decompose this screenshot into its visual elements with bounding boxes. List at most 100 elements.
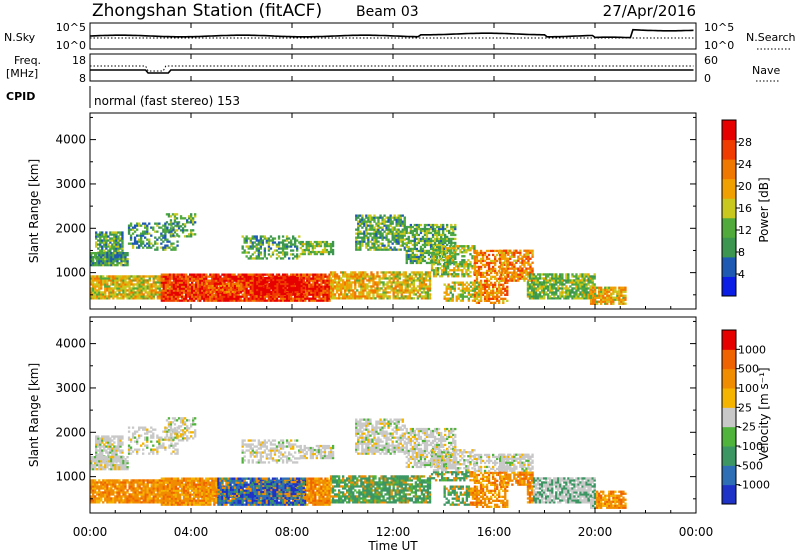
heatmap-cell xyxy=(425,227,429,231)
heatmap-cell xyxy=(427,251,431,255)
heatmap-cell xyxy=(449,269,452,272)
heatmap-cell xyxy=(342,281,345,284)
heatmap-cell xyxy=(92,264,95,267)
heatmap-cell xyxy=(344,287,347,290)
heatmap-cell xyxy=(407,241,410,245)
heatmap-cell xyxy=(365,224,368,227)
heatmap-cell xyxy=(446,243,449,247)
heatmap-cell xyxy=(418,277,422,280)
heatmap-cell xyxy=(397,218,400,221)
heatmap-cell xyxy=(263,247,267,250)
heatmap-cell xyxy=(563,287,566,290)
heatmap-cell xyxy=(178,299,182,302)
heatmap-cell xyxy=(265,283,269,286)
heatmap-cell xyxy=(106,297,109,300)
heatmap-cell xyxy=(213,279,216,282)
heatmap-cell xyxy=(340,277,343,280)
heatmap-cell xyxy=(324,275,327,278)
heatmap-cell xyxy=(130,293,133,296)
heatmap-cell xyxy=(551,273,554,276)
heatmap-cell xyxy=(245,295,248,298)
heatmap-cell xyxy=(399,218,402,221)
heatmap-cell xyxy=(449,287,452,290)
heatmap-cell xyxy=(144,230,147,233)
heatmap-cell xyxy=(509,251,512,254)
heatmap-cell xyxy=(414,275,418,278)
heatmap-cell xyxy=(577,277,580,280)
heatmap-cell xyxy=(579,283,582,286)
heatmap-cell xyxy=(320,273,323,276)
heatmap-cell xyxy=(112,275,115,278)
heatmap-cell xyxy=(447,275,450,278)
heatmap-cell xyxy=(273,241,277,244)
heatmap-cell xyxy=(596,294,599,297)
heatmap-cell xyxy=(454,237,457,241)
heatmap-cell xyxy=(538,273,542,276)
heatmap-cell xyxy=(308,285,311,288)
heatmap-cell xyxy=(418,273,422,276)
heatmap-cell xyxy=(396,273,399,276)
heatmap-cell xyxy=(116,283,119,286)
heatmap-cell xyxy=(519,265,522,268)
heatmap-cell xyxy=(475,297,479,300)
heatmap-cell xyxy=(415,255,419,259)
heatmap-cell xyxy=(370,285,373,288)
heatmap-cell xyxy=(116,252,119,255)
heatmap-cell xyxy=(388,291,391,294)
heatmap-cell xyxy=(357,224,360,227)
heatmap-cell xyxy=(545,291,548,294)
heatmap-cell xyxy=(467,291,471,294)
heatmap-cell xyxy=(373,232,376,235)
heatmap-cell xyxy=(477,273,481,276)
heatmap-cell xyxy=(243,279,246,282)
heatmap-cell xyxy=(300,273,303,276)
heatmap-cell xyxy=(517,255,520,258)
heatmap-cell xyxy=(120,264,123,267)
heatmap-cell xyxy=(490,271,493,275)
heatmap-cell xyxy=(573,287,576,290)
heatmap-cell xyxy=(180,297,184,300)
heatmap-cell xyxy=(276,286,279,290)
heatmap-cell xyxy=(333,297,337,300)
heatmap-cell xyxy=(322,291,325,294)
heatmap-cell xyxy=(378,293,381,296)
heatmap-cell xyxy=(160,281,164,284)
heatmap-cell xyxy=(543,279,546,282)
heatmap-cell xyxy=(94,291,97,294)
heatmap-cell xyxy=(465,245,468,248)
heatmap-cell xyxy=(355,246,358,249)
heatmap-cell xyxy=(290,253,293,256)
heatmap-cell xyxy=(404,271,407,274)
heatmap-cell xyxy=(256,282,259,286)
heatmap-cell xyxy=(310,277,313,280)
heatmap-cell xyxy=(110,254,113,257)
heatmap-cell xyxy=(346,289,349,292)
heatmap-cell xyxy=(511,261,514,264)
heatmap-cell xyxy=(549,283,552,286)
heatmap-cell xyxy=(150,283,153,286)
heatmap-cell xyxy=(509,255,512,258)
heatmap-cell xyxy=(506,299,509,302)
heatmap-cell xyxy=(275,249,279,252)
heatmap-cell xyxy=(326,299,329,302)
heatmap-cell xyxy=(164,246,167,249)
heatmap-cell xyxy=(496,287,499,290)
heatmap-cell xyxy=(622,302,625,305)
heatmap-cell xyxy=(354,295,357,298)
heatmap-cell xyxy=(581,291,584,294)
heatmap-cell xyxy=(620,298,623,301)
heatmap-cell xyxy=(421,227,425,231)
heatmap-cell xyxy=(374,297,377,300)
heatmap-cell xyxy=(110,291,113,294)
heatmap-cell xyxy=(457,247,460,250)
heatmap-cell xyxy=(396,293,399,296)
heatmap-cell xyxy=(323,242,327,246)
heatmap-cell xyxy=(282,278,285,282)
heatmap-cell xyxy=(158,289,162,292)
heatmap-cell xyxy=(407,235,410,239)
heatmap-cell xyxy=(205,273,208,276)
heatmap-cell xyxy=(447,249,450,252)
heatmap-cell xyxy=(138,222,141,225)
heatmap-cell xyxy=(346,297,349,300)
heatmap-cell xyxy=(342,271,345,274)
